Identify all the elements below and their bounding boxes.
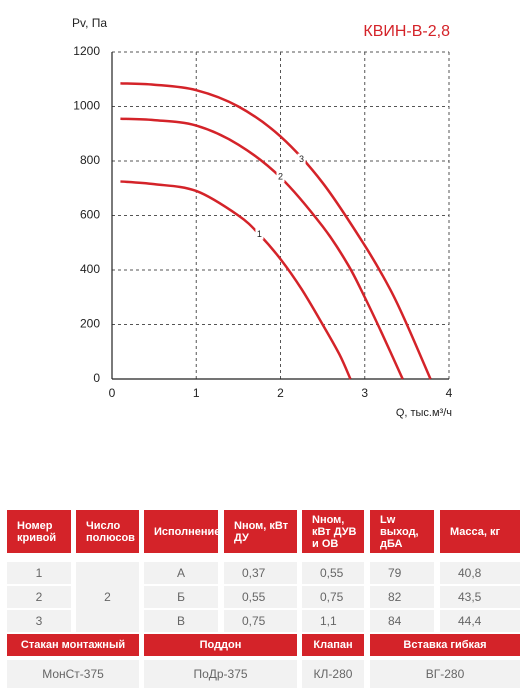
table-cell: ПоДр-375 <box>144 660 297 688</box>
chart-title: КВИН-В-2,8 <box>363 23 450 40</box>
table-cell: 0,75 <box>302 586 364 608</box>
x-tick-label: 3 <box>361 386 368 400</box>
table-cell: КЛ-280 <box>302 660 364 688</box>
x-tick-label: 0 <box>109 386 116 400</box>
y-tick-label: 800 <box>80 153 100 167</box>
y-tick-label: 200 <box>80 317 100 331</box>
table-cell: Nном, кВт ДУ <box>224 510 297 553</box>
table-cell: Клапан <box>302 634 364 656</box>
x-tick-label: 4 <box>446 386 453 400</box>
y-tick-label: 600 <box>80 208 100 222</box>
y-tick-label: 1000 <box>73 99 100 113</box>
y-axis-label: Pv, Па <box>72 16 107 30</box>
table-cell: 40,8 <box>440 562 520 584</box>
curve-label: 3 <box>299 154 304 164</box>
curve <box>120 117 404 380</box>
table-cell: 0,55 <box>302 562 364 584</box>
table-cell: 79 <box>370 562 434 584</box>
curve <box>120 180 352 380</box>
curve <box>120 82 432 380</box>
table-cell: 84 <box>370 610 434 632</box>
table-cell: 1,1 <box>302 610 364 632</box>
table-cell: Номер кривой <box>7 510 71 553</box>
table-cell: ВГ-280 <box>370 660 520 688</box>
table-cell: Исполнение <box>144 510 220 553</box>
curve-label-bg <box>276 171 285 183</box>
table-cell: Nном, кВт ДУВ и ОВ <box>302 510 364 553</box>
table-cell: Вставка гибкая <box>370 634 520 656</box>
table-cell: 82 <box>370 586 434 608</box>
table-cell: 2 <box>7 586 71 608</box>
x-tick-label: 1 <box>193 386 200 400</box>
x-axis-label: Q, тыс.м³/ч <box>396 407 452 419</box>
x-tick-label: 2 <box>277 386 284 400</box>
y-tick-label: 400 <box>80 262 100 276</box>
table-cell: 43,5 <box>440 586 520 608</box>
curve-label-bg <box>297 153 306 165</box>
table-cell: 3 <box>7 610 71 632</box>
table-cell: Масса, кг <box>440 510 520 553</box>
table-cell: В <box>144 610 218 632</box>
table-cell: Поддон <box>144 634 297 656</box>
curve-label-bg <box>255 228 264 240</box>
table-cell: Стакан монтажный <box>7 634 139 656</box>
table-cell: Б <box>144 586 218 608</box>
chart: КВИН-В-2,8 Pv, Па Q, тыс.м³/ч 0 200 400 600… <box>72 16 453 419</box>
table-cell: 0,55 <box>224 586 297 608</box>
table-cell: А <box>144 562 218 584</box>
table-cell: Lw выход, дБА <box>370 510 434 553</box>
table-cell: 1 <box>7 562 71 584</box>
curve-label: 1 <box>257 229 262 239</box>
table-cell: 2 <box>76 562 139 632</box>
curve-label: 2 <box>278 172 283 182</box>
table-cell: 0,37 <box>224 562 297 584</box>
table-cell: 44,4 <box>440 610 520 632</box>
table-cell: Число полюсов <box>76 510 139 553</box>
y-tick-label: 1200 <box>73 44 100 58</box>
table-cell: 0,75 <box>224 610 297 632</box>
table-cell: МонСт-375 <box>7 660 139 688</box>
y-tick-label: 0 <box>93 371 100 385</box>
